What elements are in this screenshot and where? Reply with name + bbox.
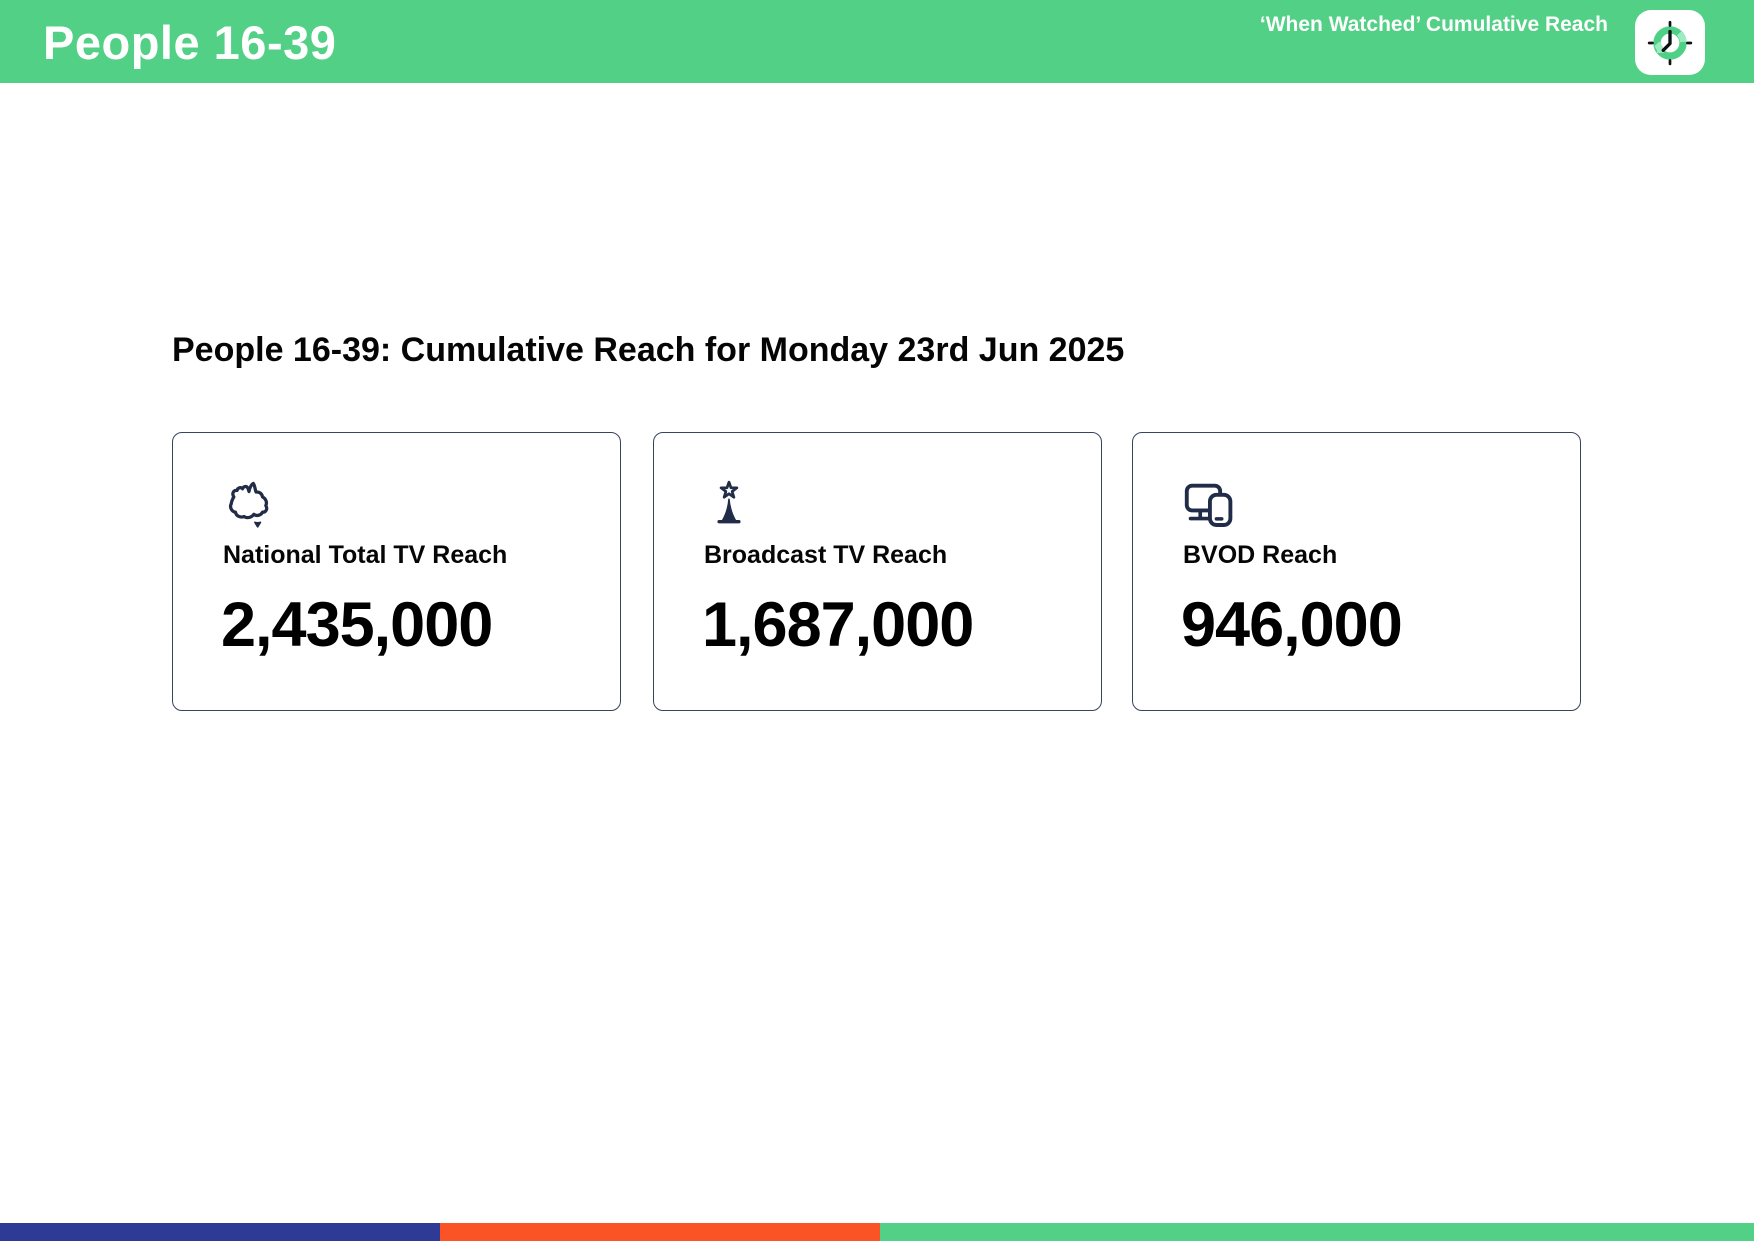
card-label: BVOD Reach xyxy=(1183,541,1338,569)
section-title: People 16-39: Cumulative Reach for Monda… xyxy=(172,331,1125,369)
card-value: 946,000 xyxy=(1181,590,1403,660)
footer-progress-bar xyxy=(0,1223,1754,1241)
footer-segment-green xyxy=(880,1223,1754,1241)
devices-icon xyxy=(1183,479,1235,529)
card-label: National Total TV Reach xyxy=(223,541,508,569)
card-label: Broadcast TV Reach xyxy=(704,541,948,569)
card-value: 1,687,000 xyxy=(702,590,974,660)
card-bvod-reach: BVOD Reach 946,000 xyxy=(1132,432,1581,711)
header-bar: People 16-39 ‘When Watched’ Cumulative R… xyxy=(0,0,1754,83)
card-national-total-tv-reach: National Total TV Reach 2,435,000 xyxy=(172,432,621,711)
broadcast-tower-icon xyxy=(704,479,756,529)
clock-icon xyxy=(1647,20,1693,65)
card-value: 2,435,000 xyxy=(221,590,493,660)
card-broadcast-tv-reach: Broadcast TV Reach 1,687,000 xyxy=(653,432,1102,711)
clock-logo-badge xyxy=(1635,10,1705,75)
footer-segment-orange xyxy=(440,1223,880,1241)
australia-map-icon xyxy=(223,479,275,529)
header-subtitle: ‘When Watched’ Cumulative Reach xyxy=(1259,13,1608,36)
page-title: People 16-39 xyxy=(43,16,337,69)
footer-segment-blue xyxy=(0,1223,440,1241)
